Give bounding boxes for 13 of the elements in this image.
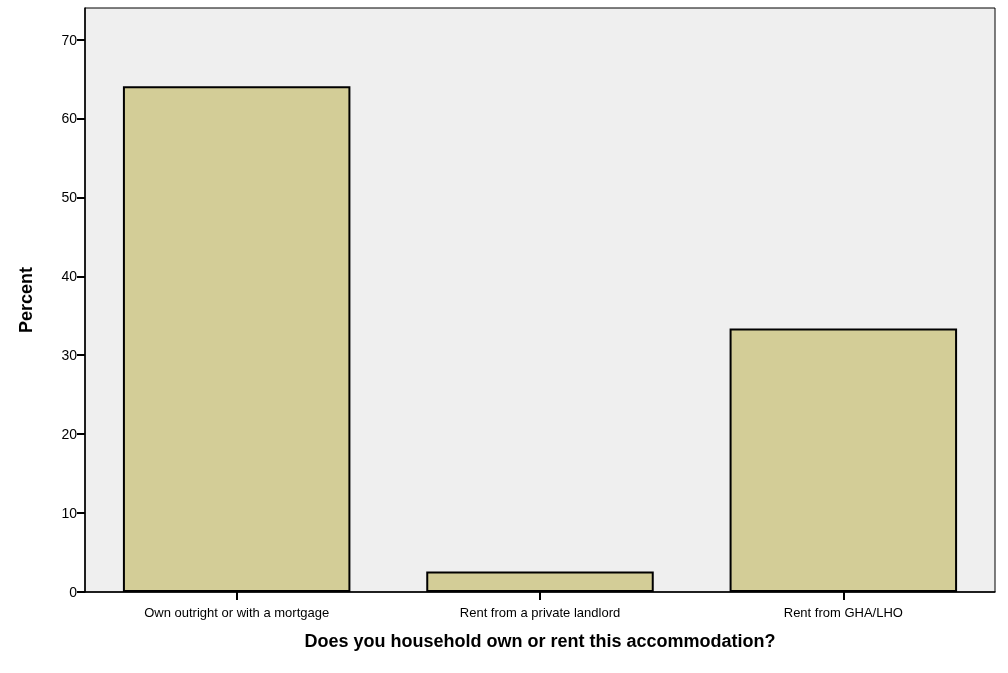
x-tick-label: Own outright or with a mortgage — [144, 605, 330, 620]
y-tick-label: 10 — [61, 505, 78, 522]
y-tick-label: 40 — [61, 268, 78, 285]
y-axis-title: Percent — [16, 266, 36, 334]
y-tick-label: 20 — [61, 426, 78, 443]
y-tick-label: 50 — [61, 189, 78, 206]
x-axis-title: Does you household own or rent this accommodation? — [304, 631, 776, 651]
y-tick-label: 60 — [61, 110, 78, 127]
y-tick-label: 30 — [61, 347, 78, 364]
x-tick-label: Rent from a private landlord — [459, 605, 621, 620]
y-tick-label: 0 — [69, 584, 78, 600]
y-tick-label: 70 — [61, 31, 78, 48]
x-tick-label: Rent from GHA/LHO — [783, 605, 903, 620]
